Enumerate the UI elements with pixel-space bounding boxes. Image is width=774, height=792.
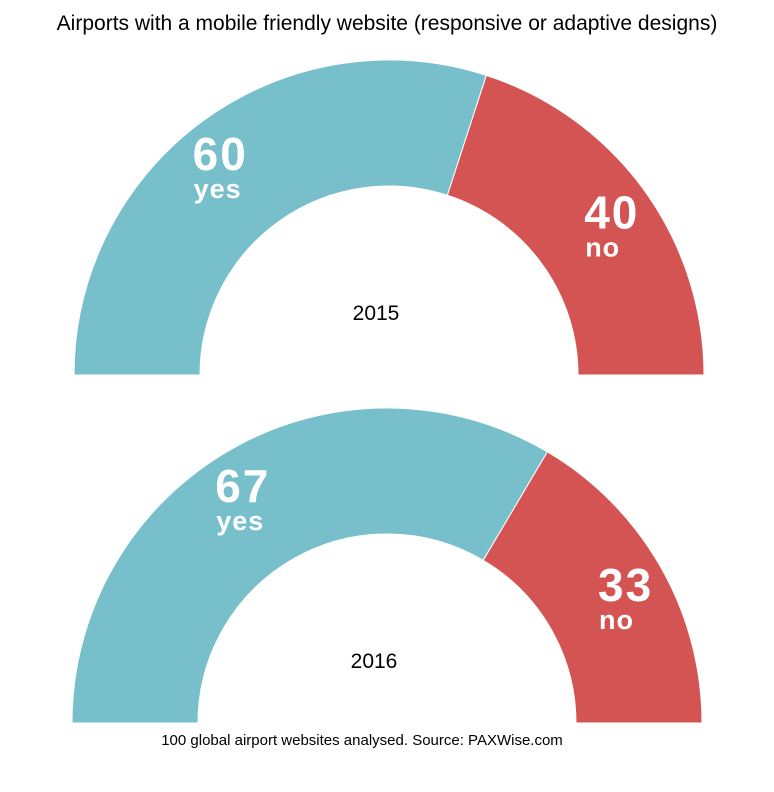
- source-note: 100 global airport websites analysed. So…: [161, 732, 563, 749]
- slice-no-2015: [446, 74, 705, 376]
- slice-yes-2016: [71, 407, 549, 724]
- chart-title: Airports with a mobile friendly website …: [56, 12, 718, 35]
- gauge-year-label-2016: 2016: [351, 650, 398, 673]
- slice-yes-2015: [73, 59, 487, 376]
- value-label-yes-2016: 67: [215, 460, 270, 512]
- gauge-year-label-2015: 2015: [353, 302, 400, 325]
- slice-label-yes-2016: yes: [216, 506, 264, 536]
- slice-label-yes-2015: yes: [194, 174, 242, 204]
- slice-label-no-2016: no: [599, 605, 634, 635]
- value-label-yes-2015: 60: [193, 128, 248, 180]
- slice-no-2016: [482, 451, 703, 724]
- slice-label-no-2015: no: [585, 233, 620, 263]
- value-label-no-2015: 40: [584, 187, 639, 239]
- value-label-no-2016: 33: [598, 559, 653, 611]
